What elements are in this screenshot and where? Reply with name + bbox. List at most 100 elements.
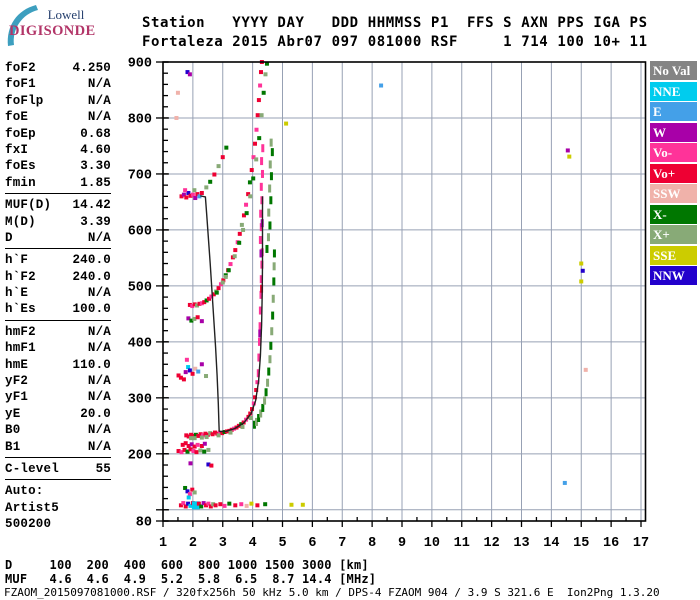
echo-direction-legend: No Val NNE E W Vo- Vo+ SSW X- X+ SSE NNW	[650, 61, 697, 287]
param-label: MUF(D)	[5, 198, 52, 213]
param-row-mufd: MUF(D) 14.42	[5, 197, 111, 213]
param-value: N/A	[87, 390, 111, 405]
series-second-hop-x	[214, 61, 269, 295]
d-row: D 100 200 400 600 800 1000 1500 3000 [km…	[5, 558, 369, 572]
legend-item-x-: X-	[650, 204, 697, 224]
param-label: yF1	[5, 390, 29, 405]
series-row-215km	[180, 441, 207, 449]
param-value: N/A	[87, 374, 111, 389]
svg-text:500: 500	[128, 280, 152, 295]
param-label: Auto:	[5, 484, 44, 499]
svg-text:9: 9	[398, 536, 406, 551]
series-dots-180km	[188, 461, 214, 468]
svg-text:800: 800	[128, 112, 152, 127]
station-header: Station YYYY DAY DDD HHMMSS P1 FFS S AXN…	[142, 14, 648, 52]
param-row-he: h`E N/A	[5, 285, 111, 301]
param-group: h`F 240.0 h`F2 240.0 h`E N/A h`Es 100.0	[5, 252, 111, 321]
file-info-line: FZAOM_2015097081000.RSF / 320fx256h 50 k…	[4, 586, 660, 599]
svg-text:7: 7	[338, 536, 346, 551]
legend-item-nne: NNE	[650, 81, 697, 101]
param-row-artist5: Artist5	[5, 500, 111, 516]
param-label: 500200	[5, 517, 52, 532]
svg-text:6: 6	[308, 536, 316, 551]
param-row-hf2: h`F2 240.0	[5, 269, 111, 285]
muf-row: MUF 4.6 4.6 4.9 5.2 5.8 6.5 8.7 14.4 [MH…	[5, 572, 377, 586]
svg-text:2: 2	[189, 536, 197, 551]
series-e-region-cluster	[183, 485, 197, 500]
param-label: h`E	[5, 286, 29, 301]
param-value: 240.0	[72, 253, 111, 268]
param-value: N/A	[87, 439, 111, 454]
param-label: Artist5	[5, 500, 59, 515]
legend-item-x+: X+	[650, 225, 697, 244]
param-value: 55	[95, 461, 111, 476]
param-label: yE	[5, 406, 21, 421]
param-group: foF2 4.250 foF1 N/A foFlp N/A foE N/A foEp 0.68 fx…	[5, 60, 111, 195]
param-value: N/A	[87, 286, 111, 301]
param-label: hmF1	[5, 341, 36, 356]
muf-d-table: D 100 200 400 600 800 1000 1500 3000 [km…	[5, 558, 376, 586]
param-row-fxi: fxI 4.60	[5, 142, 111, 158]
legend-item-vo-: Vo-	[650, 143, 697, 162]
svg-text:13: 13	[513, 536, 529, 551]
param-value: 3.39	[80, 214, 111, 229]
svg-text:200: 200	[128, 448, 152, 463]
series-x-trace	[252, 249, 276, 429]
param-value: N/A	[87, 93, 111, 108]
param-row-clevel: C-level 55	[5, 461, 111, 477]
legend-item-nnw: NNW	[650, 266, 697, 285]
header-values-line: Fortaleza 2015 Abr07 097 081000 RSF 1 71…	[142, 34, 648, 50]
param-value: 100.0	[72, 302, 111, 317]
y-axis-labels: 900 800 700 600 500 400 300 200 80	[128, 57, 152, 531]
param-value: 0.68	[80, 126, 111, 141]
series-row-205km	[176, 447, 211, 455]
param-value: N/A	[87, 341, 111, 356]
param-row-foflp: foFlp N/A	[5, 93, 111, 109]
param-row-auto: Auto:	[5, 483, 111, 499]
param-row-hmf1: hmF1 N/A	[5, 340, 111, 356]
svg-text:300: 300	[128, 392, 152, 407]
param-label: B0	[5, 423, 21, 438]
svg-text:15: 15	[573, 536, 589, 551]
param-label: foEp	[5, 126, 36, 141]
param-value: N/A	[87, 230, 111, 245]
svg-text:10: 10	[424, 536, 440, 551]
legend-item-ssw: SSW	[650, 184, 697, 203]
svg-text:4: 4	[249, 536, 257, 551]
svg-text:8: 8	[368, 536, 376, 551]
param-value: 4.250	[72, 61, 111, 75]
param-label: foF2	[5, 61, 36, 75]
param-label: B1	[5, 439, 21, 454]
series-spread-f-o	[258, 144, 265, 258]
param-label: foEs	[5, 159, 36, 174]
param-value: 4.60	[80, 142, 111, 157]
legend-item-vo+: Vo+	[650, 163, 697, 183]
logo-lowell-text: Lowell	[47, 7, 85, 22]
grid-lines	[163, 62, 646, 521]
svg-text:17: 17	[633, 536, 649, 551]
param-value: N/A	[87, 423, 111, 438]
param-label: h`F2	[5, 269, 36, 284]
param-label: M(D)	[5, 214, 36, 229]
param-row-hf: h`F 240.0	[5, 252, 111, 268]
param-group: hmF2 N/A hmF1 N/A hmE 110.0 yF2 N/A yF1 N/A yE 20.0…	[5, 324, 111, 458]
axis-ticks	[156, 61, 642, 527]
series-stray-echoes	[174, 70, 588, 485]
svg-text:80: 80	[136, 516, 152, 531]
param-row-hme: hmE 110.0	[5, 357, 111, 373]
param-label: hmE	[5, 357, 29, 372]
svg-text:3: 3	[219, 536, 227, 551]
param-label: D	[5, 230, 13, 245]
legend-item-no-val: No Val	[650, 61, 697, 80]
param-group: C-level 55	[5, 461, 111, 481]
param-value: 1.85	[80, 175, 111, 190]
param-group: MUF(D) 14.42 M(D) 3.39 D N/A	[5, 197, 111, 250]
param-label: fmin	[5, 175, 36, 190]
param-value: 20.0	[80, 406, 111, 421]
param-row-hes: h`Es 100.0	[5, 301, 111, 317]
svg-text:700: 700	[128, 168, 152, 183]
param-value: N/A	[87, 324, 111, 339]
param-row-yf1: yF1 N/A	[5, 389, 111, 405]
